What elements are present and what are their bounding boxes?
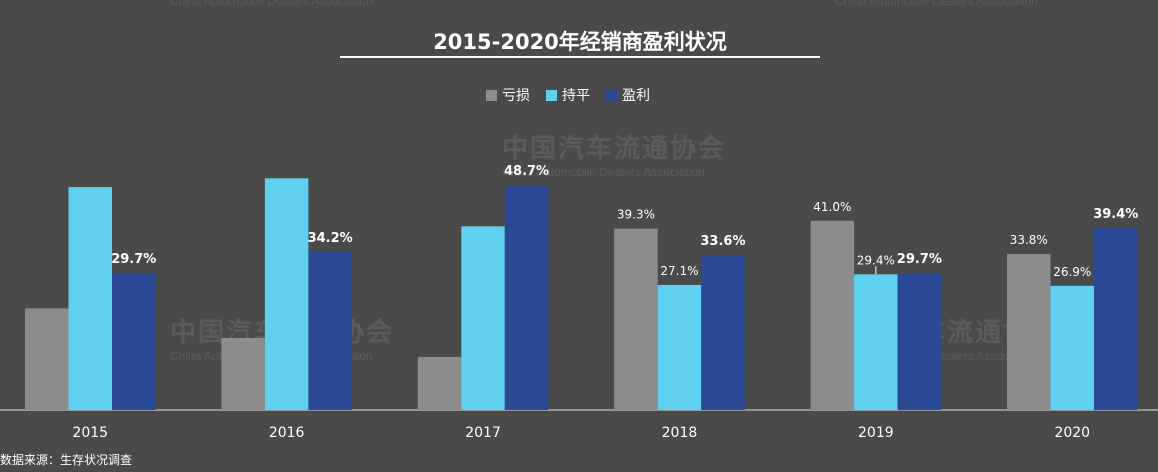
bar-flat-2018[interactable] [657, 284, 702, 410]
bar-profit-2019[interactable] [897, 272, 942, 410]
bar-loss-2019[interactable] [810, 220, 855, 410]
data-label-loss-2020: 33.8% [1010, 233, 1048, 247]
legend-swatch-profit [606, 89, 617, 101]
x-tick-label-2019: 2019 [858, 425, 894, 441]
legend-item-loss[interactable]: 亏损 [486, 85, 530, 105]
bar-flat-2020[interactable] [1050, 285, 1095, 410]
watermark-top-left: China Automobile Dealers Association [100, 0, 373, 8]
data-label-loss-2019: 41.0% [813, 200, 851, 214]
bar-flat-2016[interactable] [264, 178, 309, 410]
data-label-profit-2019: 29.7% [897, 252, 942, 267]
bar-profit-2015[interactable] [112, 272, 156, 410]
data-label-profit-2020: 39.4% [1093, 207, 1138, 222]
x-tick-label-2016: 2016 [269, 425, 305, 441]
x-tick-label-2018: 2018 [662, 425, 698, 441]
bar-profit-2020[interactable] [1094, 228, 1138, 410]
legend-label-flat: 持平 [562, 88, 590, 104]
legend-label-loss: 亏损 [502, 88, 530, 104]
watermark-center: 中国汽车流通协会 China Automobile Dealers Associ… [440, 128, 726, 179]
watermark-en-text: China Automobile Dealers Association [170, 0, 373, 8]
title-underline [340, 56, 820, 58]
watermark-top-right: China Automobile Dealers Association [770, 0, 1038, 8]
bar-profit-2018[interactable] [701, 254, 745, 410]
bar-profit-2017[interactable] [504, 185, 549, 410]
x-tick-label-2015: 2015 [72, 425, 108, 441]
x-tick-label-2020: 2020 [1054, 425, 1090, 441]
data-label-profit-2015: 29.7% [111, 252, 156, 267]
legend-swatch-flat [546, 89, 557, 101]
data-label-flat-2019: 29.4% [857, 253, 895, 267]
data-label-profit-2017: 48.7% [504, 164, 549, 179]
bar-flat-2017[interactable] [461, 226, 505, 410]
data-label-profit-2016: 34.2% [308, 231, 353, 246]
data-label-flat-2020: 26.9% [1053, 265, 1091, 279]
bar-profit-2016[interactable] [308, 252, 352, 410]
data-label-flat-2018: 27.1% [660, 264, 698, 278]
legend-label-profit: 盈利 [622, 88, 650, 104]
x-tick-label-2017: 2017 [465, 425, 501, 441]
bar-flat-2019[interactable] [854, 274, 898, 410]
bar-loss-2016[interactable] [221, 338, 265, 410]
bar-loss-2020[interactable] [1007, 254, 1051, 410]
data-label-profit-2018: 33.6% [700, 234, 745, 249]
watermark-en-text: China Automobile Dealers Association [502, 165, 705, 179]
watermark-en-text: China Automobile Dealers Association [835, 0, 1038, 8]
chart-legend: 亏损 持平 盈利 [486, 85, 650, 105]
legend-item-profit[interactable]: 盈利 [606, 85, 650, 105]
legend-item-flat[interactable]: 持平 [546, 85, 590, 105]
watermark-cn-text: 中国汽车流通协会 [502, 134, 727, 164]
bar-loss-2018[interactable] [614, 228, 658, 410]
source-note: 数据来源：生存状况调查 [0, 453, 133, 467]
legend-swatch-loss [486, 89, 497, 101]
data-label-loss-2018: 39.3% [617, 208, 655, 222]
bar-flat-2015[interactable] [68, 187, 113, 410]
bar-loss-2017[interactable] [417, 356, 462, 410]
chart-title: 2015-2020年经销商盈利状况 [433, 30, 727, 54]
bar-loss-2015[interactable] [25, 308, 69, 410]
